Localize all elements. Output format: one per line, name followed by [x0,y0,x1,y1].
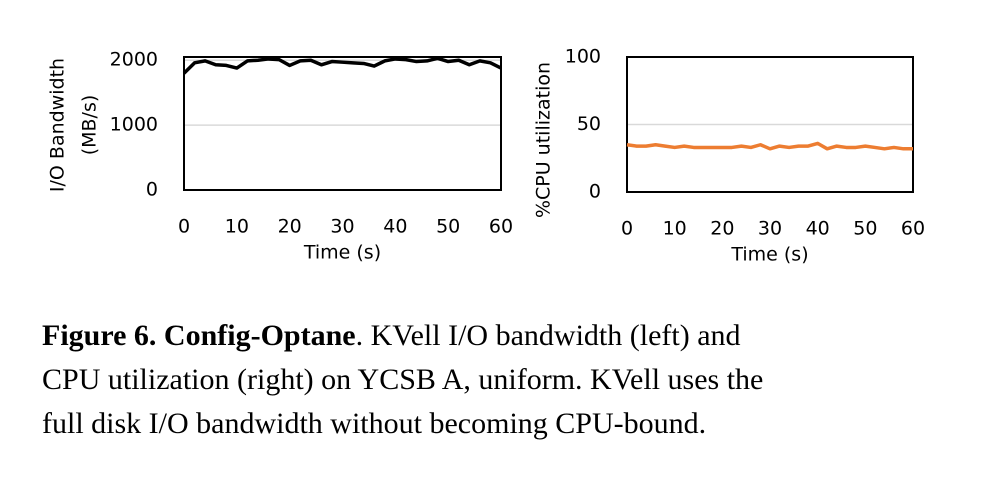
y-tick-label: 2000 [110,49,158,71]
plot-frame [626,56,914,193]
x-tick-label: 30 [758,218,782,240]
line-series [626,141,913,151]
x-tick-label: 60 [489,216,513,238]
x-tick-label: 0 [621,218,633,240]
y-tick-label: 1000 [110,114,158,136]
caption-text: full disk I/O bandwidth without becoming… [42,407,706,440]
x-tick-label: 40 [383,216,407,238]
x-tick-label: 60 [901,218,925,240]
x-axis-label: Time (s) [303,242,381,264]
x-axis-label: Time (s) [730,244,808,266]
caption-line: Figure 6. Config-Optane. KVell I/O bandw… [42,319,741,352]
x-tick-label: 50 [853,218,877,240]
caption-label: Figure 6. Config-Optane [42,319,356,352]
x-tick-label: 40 [806,218,830,240]
x-tick-label: 20 [278,216,302,238]
x-tick-label: 50 [436,216,460,238]
x-tick-label: 10 [663,218,687,240]
y-axis-label: %CPU utilization [533,62,555,218]
y-tick-label: 100 [565,46,601,68]
plot-frame [183,56,502,191]
x-tick-label: 30 [330,216,354,238]
y-tick-label: 0 [589,181,601,203]
left-chart: 0 1000 2000 0 10 20 30 40 50 60 Time (s) I/O Bandwi… [47,49,514,264]
y-axis-label: (MB/s) [79,95,101,156]
caption-text: CPU utilization (right) on YCSB A, unifo… [42,363,763,396]
x-tick-label: 10 [225,216,249,238]
y-tick-label: 50 [577,113,601,135]
y-axis-label: I/O Bandwidth [47,58,69,192]
x-tick-label: 20 [710,218,734,240]
caption-text: . KVell I/O bandwidth (left) and [356,319,741,352]
right-chart: 0 50 100 0 10 20 30 40 50 60 Time (s) %CPU utilizat… [533,46,926,266]
line-series [182,56,502,75]
y-tick-label: 0 [146,179,158,201]
x-tick-label: 0 [178,216,190,238]
